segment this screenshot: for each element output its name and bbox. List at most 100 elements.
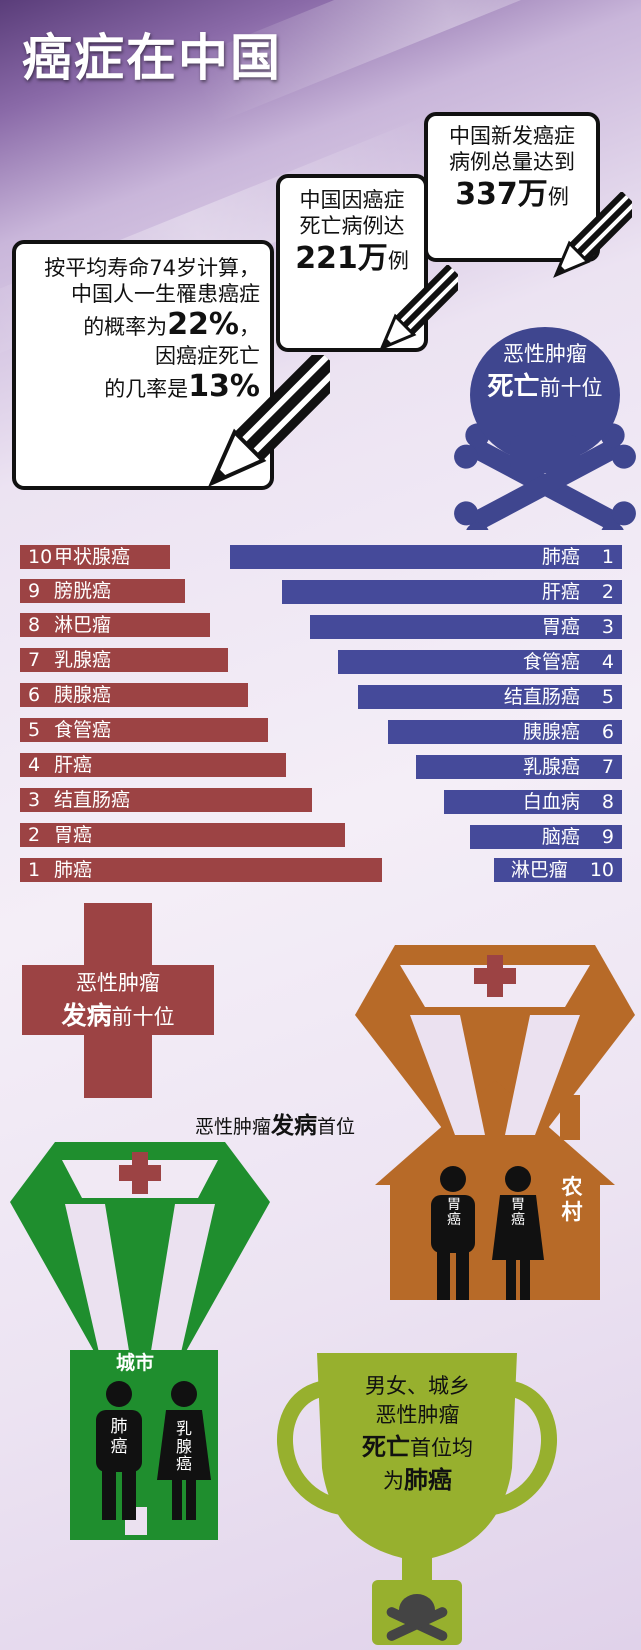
death-bar: 乳腺癌 7 xyxy=(416,755,622,779)
death-bar: 胰腺癌 6 xyxy=(388,720,622,744)
incidence-rank: 4 xyxy=(28,754,41,776)
rural-label: 农村 xyxy=(561,1175,583,1225)
lifetime-risk-callout: 按平均寿命74岁计算， 中国人一生罹患癌症 的概率为22%， 因癌症死亡 的几率… xyxy=(12,240,274,490)
trophy-line2: 恶性肿瘤 xyxy=(375,1403,460,1428)
deaths-line2: 死亡病例达 xyxy=(299,213,405,238)
incidence-bar: 1 肺癌 xyxy=(20,858,382,882)
lifetime-line5-pre: 的几率是 xyxy=(104,377,189,402)
incidence-rank: 8 xyxy=(28,614,41,636)
rural-man-label: 胃癌 xyxy=(447,1197,461,1229)
incidence-name: 膀胱癌 xyxy=(54,580,112,602)
death-name: 白血病 xyxy=(522,791,580,813)
first-place-post: 首位 xyxy=(317,1116,356,1138)
death-rank: 4 xyxy=(601,651,614,673)
woman-icon xyxy=(157,1381,211,1520)
urban-man-label: 肺癌 xyxy=(110,1417,128,1457)
death-rank: 1 xyxy=(601,546,614,568)
death-bar: 脑癌 9 xyxy=(470,825,622,849)
incidence-name: 淋巴瘤 xyxy=(54,614,112,636)
lifetime-incidence-rate: 22% xyxy=(167,307,239,343)
pencil-icon xyxy=(379,265,458,351)
pencil-icon xyxy=(208,355,330,487)
death-bar: 肝癌 2 xyxy=(282,580,622,604)
lifetime-line1: 按平均寿命74岁计算， xyxy=(44,256,260,280)
woman-icon xyxy=(492,1166,544,1300)
death-bar: 胃癌 3 xyxy=(310,615,622,639)
incidence-bar: 5 食管癌 xyxy=(20,718,268,742)
death-rank: 2 xyxy=(601,581,614,603)
deaths-line1: 中国因癌症 xyxy=(299,188,405,212)
incidence-top10-label-top: 恶性肿瘤 xyxy=(76,971,160,995)
rural-sash-cutout xyxy=(410,1015,580,1135)
death-bar: 结直肠癌 5 xyxy=(358,685,622,709)
lifetime-line3-pre: 的概率为 xyxy=(83,315,168,340)
lifetime-line4: 因癌症死亡 xyxy=(155,343,260,368)
lifetime-line2: 中国人一生罹患癌症 xyxy=(71,281,260,306)
death-name: 肝癌 xyxy=(541,581,580,603)
death-name: 肺癌 xyxy=(541,546,580,568)
man-icon xyxy=(96,1381,142,1520)
incidence-name: 肝癌 xyxy=(54,754,93,776)
death-name: 胰腺癌 xyxy=(522,721,580,743)
incidence-rank: 5 xyxy=(28,719,41,741)
incidence-top10-label: 恶性肿瘤 发病前十位 xyxy=(22,968,214,1035)
death-bar: 白血病 8 xyxy=(444,790,622,814)
incidence-name: 结直肠癌 xyxy=(54,789,131,811)
incidence-bar: 3 结直肠癌 xyxy=(20,788,312,812)
death-name: 淋巴瘤 xyxy=(510,859,568,881)
death-rank: 7 xyxy=(601,756,614,778)
trophy-icon xyxy=(277,1353,557,1645)
incidence-name: 胃癌 xyxy=(54,824,93,846)
first-place-bold: 发病 xyxy=(271,1113,318,1139)
incidence-bar: 10甲状腺癌 xyxy=(20,545,170,569)
incidence-rank: 6 xyxy=(28,684,41,706)
trophy-line4-pre: 为 xyxy=(383,1469,404,1494)
incidence-bar: 7 乳腺癌 xyxy=(20,648,228,672)
death-name: 结直肠癌 xyxy=(503,686,580,708)
incidence-top10-label-rest: 前十位 xyxy=(111,1005,175,1030)
incidence-name: 肺癌 xyxy=(54,859,93,881)
incidence-bar: 6 胰腺癌 xyxy=(20,683,248,707)
death-top10-label-top: 恶性肿瘤 xyxy=(503,342,587,366)
death-rank: 9 xyxy=(601,826,614,848)
death-top10-label: 恶性肿瘤 死亡前十位 xyxy=(470,340,620,406)
death-rank: 3 xyxy=(601,616,614,638)
incidence-name: 甲状腺癌 xyxy=(54,546,131,568)
rural-woman-label: 胃癌 xyxy=(511,1197,525,1229)
incidence-rank: 9 xyxy=(28,580,41,602)
death-rank: 6 xyxy=(601,721,614,743)
incidence-rank: 1 xyxy=(28,859,41,881)
first-place-label: 恶性肿瘤发病首位 xyxy=(195,1106,355,1140)
death-top10-label-rest: 前十位 xyxy=(539,376,603,401)
new-cases-unit: 例 xyxy=(547,185,569,210)
page-title: 癌症在中国 xyxy=(22,29,282,87)
death-bar: 食管癌 4 xyxy=(338,650,622,674)
incidence-bar: 9 膀胱癌 xyxy=(20,579,185,603)
trophy-text: 男女、城乡 恶性肿瘤 死亡首位均 为肺癌 xyxy=(330,1372,505,1498)
pencil-icon xyxy=(553,192,632,278)
incidence-rank: 2 xyxy=(28,824,41,846)
lifetime-death-rate: 13% xyxy=(188,369,260,405)
death-rank: 10 xyxy=(589,859,614,881)
man-icon xyxy=(431,1166,475,1300)
death-name: 胃癌 xyxy=(541,616,580,638)
death-bar: 肺癌 1 xyxy=(230,545,622,569)
skull-crossbones-icon xyxy=(454,327,636,530)
deaths-number: 221万 xyxy=(295,241,388,277)
death-bar: 淋巴瘤 10 xyxy=(494,858,622,882)
incidence-name: 胰腺癌 xyxy=(54,684,112,706)
deaths-unit: 例 xyxy=(387,249,409,274)
incidence-rank: 10 xyxy=(28,546,53,568)
death-name: 食管癌 xyxy=(522,651,580,673)
new-cases-number: 337万 xyxy=(455,177,548,213)
death-top10-label-bold: 死亡 xyxy=(487,372,540,403)
trophy-line1: 男女、城乡 xyxy=(365,1374,470,1398)
urban-label: 城市 xyxy=(115,1352,154,1374)
trophy-line3-rest: 首位均 xyxy=(410,1435,473,1460)
incidence-rank: 3 xyxy=(28,789,41,811)
incidence-bar: 4 肝癌 xyxy=(20,753,286,777)
incidence-rank: 7 xyxy=(28,649,41,671)
new-cases-line1: 中国新发癌症 xyxy=(449,124,575,148)
lifetime-line3-post: ， xyxy=(239,315,260,340)
